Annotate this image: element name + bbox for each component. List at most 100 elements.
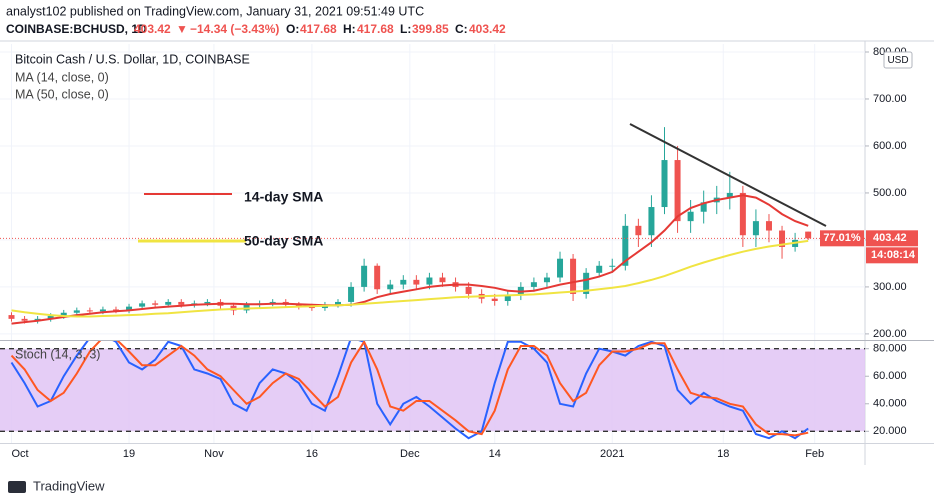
last-price: 403.42 — [134, 22, 171, 36]
open-label: O: — [286, 22, 299, 36]
candle-body — [139, 303, 146, 307]
x-tick-label: 16 — [306, 448, 318, 460]
candle-body — [99, 309, 106, 312]
candle-body — [152, 303, 159, 305]
y-tick-label: 20.000 — [873, 425, 907, 437]
candle-body — [400, 279, 407, 285]
stoch-band — [0, 348, 865, 432]
candle-body — [348, 286, 355, 302]
candle-body — [609, 265, 616, 267]
countdown: 14:08:14 — [871, 249, 916, 261]
x-tick-label: Dec — [400, 448, 420, 460]
moving-average — [11, 239, 809, 318]
candle-body — [779, 230, 786, 247]
candle-body — [335, 301, 341, 305]
candle-body — [439, 277, 446, 283]
high-label: H: — [343, 22, 356, 36]
low-value: 399.85 — [412, 22, 449, 36]
candle-body — [700, 202, 707, 212]
candle-body — [752, 221, 759, 236]
candle-body — [361, 265, 368, 287]
candle-body — [557, 258, 564, 278]
candle-body — [726, 192, 733, 198]
candle-body — [596, 265, 603, 273]
candle-body — [60, 312, 67, 317]
x-tick-label: 18 — [717, 448, 729, 460]
y-tick-label: 600.00 — [873, 140, 907, 152]
candle-body — [687, 211, 694, 222]
y-tick-label: 500.00 — [873, 187, 907, 199]
percent-tag: 77.01% — [823, 232, 861, 244]
candle-body — [126, 306, 133, 311]
candle-body — [204, 301, 211, 304]
candle-body — [165, 301, 172, 305]
candle-body — [504, 295, 511, 302]
x-tick-label: 14 — [489, 448, 501, 460]
stoch-line — [10, 341, 809, 437]
chart-title: Bitcoin Cash / U.S. Dollar, 1D, COINBASE — [15, 52, 250, 66]
stoch-line — [10, 341, 809, 440]
candle-body — [426, 277, 433, 285]
brand: TradingView — [8, 478, 105, 493]
candle-body — [21, 318, 28, 321]
candle-body — [674, 160, 681, 222]
currency-box[interactable] — [883, 51, 913, 69]
candle-body — [635, 225, 642, 236]
y-tick-label: 60.000 — [873, 370, 907, 382]
high-value: 417.68 — [357, 22, 394, 36]
candle-body — [178, 301, 185, 305]
y-tick-label: 40.000 — [873, 398, 907, 410]
moving-average — [11, 194, 809, 325]
logo — [8, 481, 26, 493]
legend-ma14: MA (14, close, 0) — [15, 70, 109, 84]
candle-body — [530, 282, 537, 287]
y-tick-label: 80.000 — [873, 343, 907, 355]
brand-name: TradingView — [33, 478, 105, 493]
price-pane — [0, 44, 865, 340]
candle-body — [648, 207, 655, 236]
candle-body — [86, 310, 93, 312]
candle-body — [308, 306, 315, 309]
candle-body — [805, 231, 812, 239]
change: −14.34 (−3.43%) — [190, 22, 279, 36]
stoch-pane — [0, 341, 865, 443]
close-value: 403.42 — [469, 22, 506, 36]
candle-body — [374, 265, 381, 290]
y-tick-label: 300.00 — [873, 281, 907, 293]
price-tag: 403.42 — [873, 232, 907, 244]
candle-body — [583, 272, 590, 294]
candle-body — [413, 279, 420, 285]
candle-body — [47, 316, 54, 319]
open-value: 417.68 — [300, 22, 337, 36]
candle-body — [739, 192, 746, 236]
candle-body — [543, 277, 550, 283]
countdown-bg — [866, 247, 918, 264]
annotation: 50-day SMA — [244, 233, 323, 249]
x-tick-label: Nov — [204, 448, 224, 460]
price-tag-bg — [866, 230, 918, 247]
currency[interactable]: USD — [887, 55, 908, 66]
trend-line — [629, 123, 827, 227]
candle-body — [765, 221, 772, 231]
y-tick-label: 700.00 — [873, 93, 907, 105]
candle-body — [491, 298, 498, 302]
quote-line: COINBASE:BCHUSD, 1D 403.42 ▼ −14.34 (−3.… — [6, 22, 506, 36]
candle-body — [269, 301, 276, 304]
candle-body — [570, 258, 577, 294]
change-arrow: ▼ — [176, 22, 188, 36]
x-tick-label: Feb — [805, 448, 824, 460]
y-tick-label: 200.00 — [873, 328, 907, 340]
close-label: C: — [455, 22, 468, 36]
annotation: 14-day SMA — [244, 189, 323, 205]
candle-body — [465, 286, 472, 294]
symbol: COINBASE:BCHUSD, 1D — [6, 22, 147, 36]
candle-body — [661, 160, 668, 208]
x-tick-label: 19 — [123, 448, 135, 460]
x-tick-label: 2021 — [600, 448, 624, 460]
x-tick-label: Oct — [12, 448, 29, 460]
candle-body — [387, 284, 394, 290]
stoch-title: Stoch (14, 3, 3) — [15, 347, 100, 361]
candle-body — [73, 310, 80, 313]
candle-body — [622, 225, 629, 266]
